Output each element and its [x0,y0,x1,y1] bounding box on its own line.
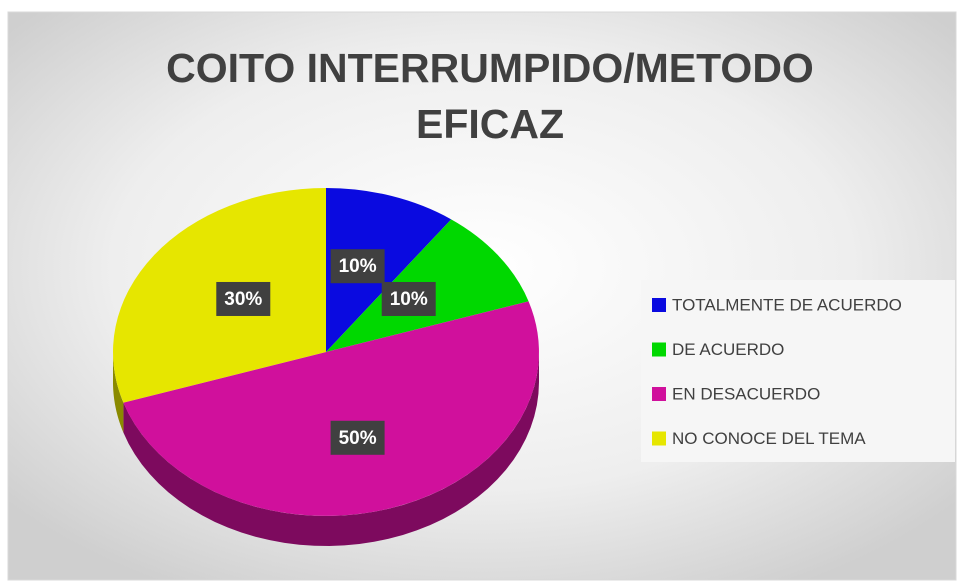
slice-side [123,352,540,546]
legend-swatch [652,431,666,446]
legend-label: TOTALMENTE DE ACUERDO [672,295,902,314]
data-label-box [381,281,436,316]
legend-swatch [652,298,666,312]
legend-swatch [652,342,666,357]
legend-label: NO CONOCE DEL TEMA [672,429,866,448]
legend-box [641,280,955,462]
legend-swatch [652,387,666,401]
legend-label: EN DESACUERDO [672,384,820,403]
data-label-box [216,281,271,316]
data-label: 30% [224,289,262,310]
data-label: 50% [339,428,377,449]
data-label: 10% [339,256,377,277]
slice-side [113,352,124,433]
data-label-box [330,249,385,284]
legend-label: DE ACUERDO [672,340,784,359]
data-label-box [330,420,385,455]
chart-title: COITO INTERRUMPIDO/METODO EFICAZ [166,45,814,147]
slice [123,301,539,516]
data-label: 10% [390,289,428,310]
slice [326,188,452,352]
